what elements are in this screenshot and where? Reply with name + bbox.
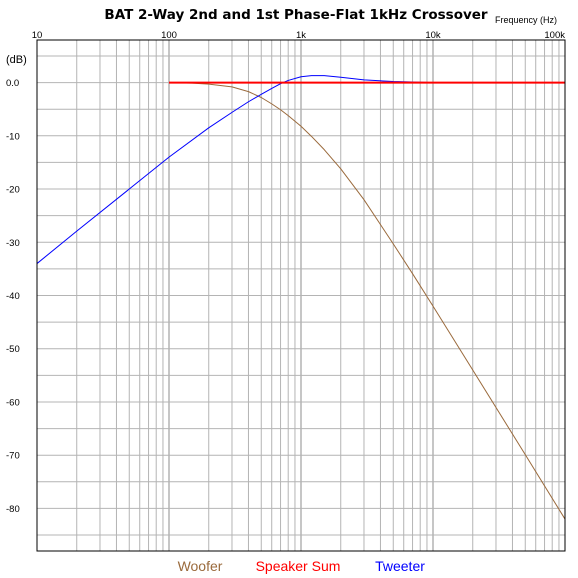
y-tick-label: -70 — [6, 451, 20, 462]
y-tick-label: 0.0 — [6, 78, 19, 89]
series-lines — [36, 75, 566, 520]
x-tick-label: 1k — [296, 30, 306, 41]
legend-entry-woofer: Woofer — [178, 558, 223, 574]
legend-entry-tweeter: Tweeter — [375, 558, 425, 574]
x-tick-labels: 10 100 1k 10k 100k — [32, 30, 566, 41]
x-axis-label: Frequency (Hz) — [495, 15, 557, 25]
x-tick-label: 100k — [544, 30, 565, 41]
x-tick-label: 10 — [32, 30, 43, 41]
y-tick-label: -10 — [6, 131, 20, 142]
chart-title: BAT 2-Way 2nd and 1st Phase-Flat 1kHz Cr… — [104, 7, 488, 23]
y-tick-label: -60 — [6, 397, 20, 408]
y-tick-label: -50 — [6, 344, 20, 355]
legend: Woofer Speaker Sum Tweeter — [178, 558, 426, 574]
series-line-woofer — [168, 82, 566, 520]
x-tick-label: 10k — [425, 30, 441, 41]
plot-frame — [36, 39, 566, 552]
y-tick-label: -80 — [6, 504, 20, 515]
grid — [37, 40, 565, 551]
legend-entry-speaker-sum: Speaker Sum — [256, 558, 341, 574]
y-axis-label: (dB) — [6, 54, 27, 66]
y-tick-labels: 0.0 -10 -20 -30 -40 -50 -60 -70 -80 — [6, 78, 20, 515]
y-tick-label: -20 — [6, 185, 20, 196]
y-tick-label: -30 — [6, 238, 20, 249]
x-tick-label: 100 — [161, 30, 177, 41]
y-tick-label: -40 — [6, 291, 20, 302]
